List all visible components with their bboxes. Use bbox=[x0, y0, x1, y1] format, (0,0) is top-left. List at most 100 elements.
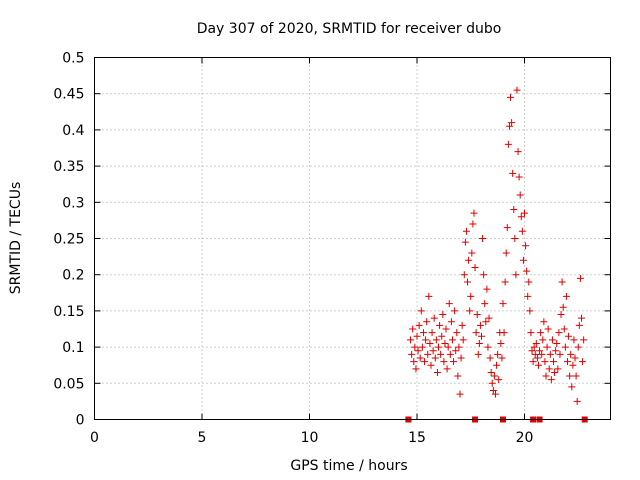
plot-frame bbox=[94, 57, 611, 420]
data-point bbox=[432, 336, 440, 344]
data-point bbox=[448, 336, 456, 344]
data-point bbox=[527, 329, 535, 337]
data-point bbox=[479, 235, 487, 242]
data-point bbox=[462, 227, 470, 235]
data-point bbox=[409, 325, 417, 333]
data-point bbox=[538, 350, 546, 358]
data-point bbox=[413, 332, 421, 340]
data-point bbox=[440, 358, 448, 366]
data-point bbox=[541, 358, 549, 366]
data-point bbox=[425, 292, 433, 300]
y-tick-label: 0.25 bbox=[53, 232, 84, 248]
data-point bbox=[514, 148, 522, 156]
data-point bbox=[531, 350, 539, 358]
x-tick-label: 0 bbox=[90, 430, 99, 446]
data-point bbox=[456, 390, 464, 398]
data-point bbox=[453, 329, 461, 337]
data-point bbox=[539, 336, 547, 344]
data-point bbox=[511, 235, 519, 242]
data-point bbox=[533, 354, 541, 362]
y-tick-label: 0.35 bbox=[53, 159, 84, 175]
data-point bbox=[412, 365, 420, 373]
data-point bbox=[499, 300, 507, 308]
data-point bbox=[566, 372, 574, 380]
data-point bbox=[574, 343, 582, 351]
data-point bbox=[469, 220, 477, 228]
data-point bbox=[540, 318, 548, 326]
x-tick-label: 15 bbox=[408, 430, 426, 446]
y-tick-label: 0.5 bbox=[62, 51, 84, 67]
y-tick-label: 0.05 bbox=[53, 376, 84, 392]
data-point bbox=[450, 358, 458, 366]
data-point bbox=[481, 300, 489, 308]
data-point bbox=[530, 343, 538, 351]
data-point bbox=[426, 339, 434, 347]
x-tick-label: 10 bbox=[301, 430, 319, 446]
data-point bbox=[447, 318, 455, 326]
x-tick-label: 20 bbox=[516, 430, 534, 446]
data-point bbox=[415, 321, 423, 329]
data-point bbox=[567, 350, 575, 358]
data-point bbox=[482, 318, 490, 326]
data-point bbox=[556, 350, 564, 358]
data-point bbox=[580, 336, 588, 344]
data-points bbox=[407, 86, 588, 405]
data-point bbox=[410, 358, 418, 366]
data-point bbox=[460, 271, 468, 279]
data-point bbox=[465, 256, 473, 264]
data-point bbox=[572, 372, 580, 380]
y-tick-label: 0.4 bbox=[62, 123, 84, 139]
data-point bbox=[428, 329, 436, 337]
data-point bbox=[429, 347, 437, 355]
data-point bbox=[468, 249, 476, 257]
data-point bbox=[559, 303, 567, 311]
data-point bbox=[521, 209, 528, 217]
data-point bbox=[522, 242, 530, 250]
data-point bbox=[475, 339, 483, 347]
data-point bbox=[442, 325, 450, 333]
data-point bbox=[424, 350, 432, 358]
data-point bbox=[476, 321, 484, 329]
data-point bbox=[411, 343, 419, 351]
data-point bbox=[427, 361, 435, 369]
data-point bbox=[419, 329, 427, 337]
data-point bbox=[512, 271, 520, 279]
data-point bbox=[564, 358, 571, 366]
data-point bbox=[407, 336, 415, 344]
y-tick-label: 0.3 bbox=[62, 195, 84, 211]
data-point bbox=[562, 292, 570, 300]
data-point bbox=[488, 379, 496, 387]
data-point bbox=[441, 339, 449, 347]
data-point bbox=[418, 343, 426, 351]
y-axis-title: SRMTID / TECUs bbox=[8, 182, 24, 295]
data-point bbox=[536, 347, 544, 355]
y-tick-label: 0 bbox=[76, 413, 85, 429]
data-point bbox=[509, 169, 517, 177]
data-point bbox=[547, 376, 555, 384]
data-point bbox=[494, 350, 502, 358]
data-point bbox=[498, 354, 506, 362]
data-point bbox=[417, 307, 425, 315]
data-point bbox=[452, 347, 460, 355]
data-point bbox=[557, 311, 565, 319]
data-point bbox=[537, 329, 545, 337]
y-tick-label: 0.45 bbox=[53, 87, 84, 103]
data-point bbox=[528, 347, 536, 355]
data-point bbox=[515, 173, 523, 181]
data-point bbox=[544, 325, 552, 333]
data-point bbox=[507, 93, 515, 101]
data-point bbox=[438, 332, 446, 340]
data-point bbox=[523, 267, 531, 275]
y-tick-label: 0.1 bbox=[62, 340, 84, 356]
data-point bbox=[508, 119, 516, 127]
data-point bbox=[560, 325, 568, 333]
data-point bbox=[579, 358, 587, 366]
data-point bbox=[483, 285, 491, 293]
data-point bbox=[526, 307, 534, 315]
data-point bbox=[445, 300, 453, 308]
data-point bbox=[480, 271, 488, 279]
data-point bbox=[545, 365, 553, 373]
data-point bbox=[565, 332, 573, 340]
data-point bbox=[444, 343, 452, 351]
